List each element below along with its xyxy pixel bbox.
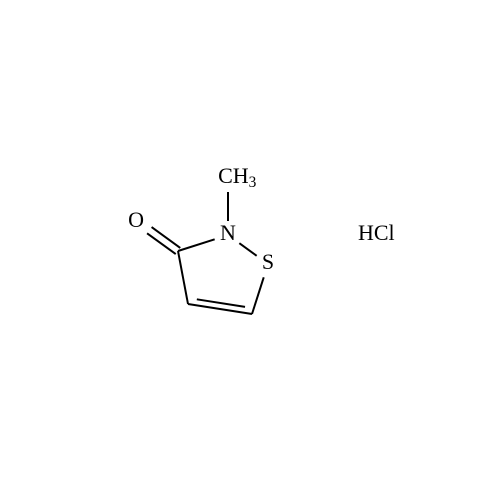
bond	[147, 233, 176, 254]
atom-label-hcl: HCl	[358, 220, 395, 245]
bond	[178, 251, 188, 304]
bond	[152, 227, 181, 248]
bond	[178, 239, 215, 251]
bond	[252, 277, 264, 314]
atom-label-me: CH3	[218, 163, 257, 190]
atom-label-o: O	[128, 207, 144, 232]
atom-label-n: N	[220, 220, 236, 245]
chemical-structure-diagram: N S O CH3 HCl	[0, 0, 500, 500]
bond	[239, 243, 256, 256]
atom-label-s: S	[262, 249, 274, 274]
